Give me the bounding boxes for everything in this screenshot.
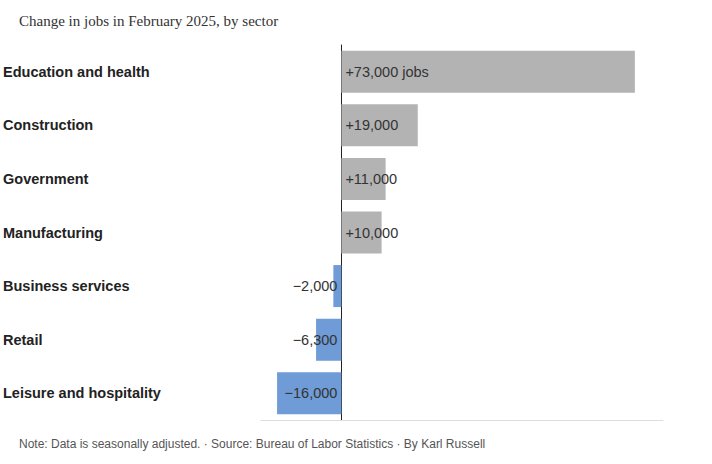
svg-text:−2,000: −2,000 [293, 278, 338, 294]
svg-text:Education and health: Education and health [3, 64, 150, 80]
svg-text:+11,000: +11,000 [345, 171, 397, 187]
svg-text:+10,000: +10,000 [345, 225, 398, 241]
svg-text:+73,000 jobs: +73,000 jobs [345, 64, 428, 80]
svg-text:−6,300: −6,300 [293, 332, 338, 348]
svg-text:Construction: Construction [3, 117, 93, 133]
svg-text:Change in jobs in February 202: Change in jobs in February 2025, by sect… [19, 13, 278, 29]
svg-text:Business services: Business services [3, 278, 130, 294]
svg-text:Government: Government [3, 171, 89, 187]
svg-text:Retail: Retail [3, 332, 43, 348]
svg-text:+19,000: +19,000 [345, 117, 398, 133]
svg-text:Note: Data is seasonally adjus: Note: Data is seasonally adjusted. · Sou… [19, 437, 485, 451]
svg-text:Leisure and hospitality: Leisure and hospitality [3, 385, 161, 401]
svg-text:Manufacturing: Manufacturing [3, 225, 103, 241]
svg-text:−16,000: −16,000 [285, 385, 338, 401]
